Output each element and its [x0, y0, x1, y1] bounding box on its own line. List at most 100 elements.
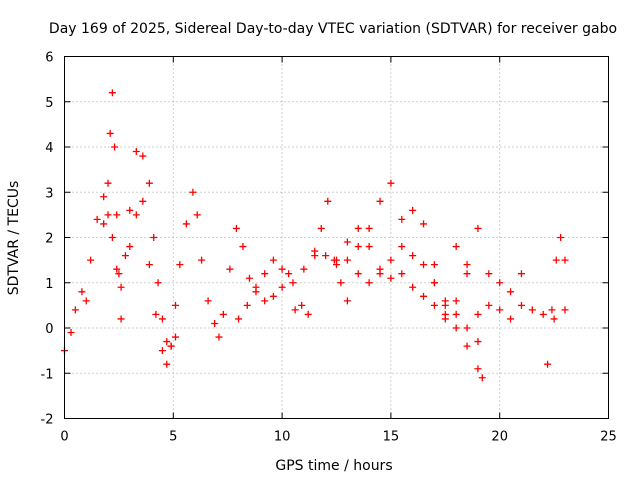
data-points — [61, 89, 569, 382]
data-point — [441, 301, 449, 309]
data-point — [398, 243, 406, 251]
data-point — [243, 301, 251, 309]
series-track-h — [430, 243, 569, 323]
data-point — [409, 206, 417, 214]
data-point — [158, 347, 166, 355]
data-point — [113, 265, 121, 273]
data-point — [507, 288, 515, 296]
data-point — [507, 315, 515, 323]
data-point — [171, 333, 179, 341]
data-point — [420, 220, 428, 228]
y-tick-label: 0 — [45, 322, 53, 337]
series-track-c — [126, 152, 179, 350]
data-point — [193, 211, 201, 219]
data-point — [182, 220, 190, 228]
data-point — [176, 261, 184, 269]
series-track-g — [354, 256, 486, 382]
series-track-b — [100, 89, 125, 323]
data-point — [528, 306, 536, 314]
data-point — [245, 274, 253, 282]
data-point — [387, 274, 395, 282]
data-point — [311, 247, 319, 255]
grid — [64, 56, 609, 419]
data-point — [409, 252, 417, 260]
data-point — [104, 179, 112, 187]
y-tick-label: 5 — [45, 96, 53, 111]
data-point — [235, 315, 243, 323]
data-point — [398, 270, 406, 278]
data-point — [333, 256, 340, 264]
data-point — [365, 224, 373, 232]
data-point — [278, 283, 286, 291]
data-point — [171, 301, 179, 309]
data-point — [474, 310, 482, 318]
data-point — [337, 279, 345, 287]
data-point — [100, 220, 108, 228]
x-tick-label: 25 — [600, 430, 617, 445]
data-point — [204, 297, 212, 305]
data-point — [111, 143, 119, 151]
data-point — [548, 306, 556, 314]
data-point — [298, 301, 306, 309]
data-point — [398, 215, 406, 223]
data-point — [544, 360, 552, 368]
data-point — [463, 261, 471, 269]
data-point — [167, 342, 175, 350]
data-point — [139, 197, 147, 205]
data-point — [365, 243, 373, 251]
data-point — [365, 279, 373, 287]
y-tick-labels: -2 -1 0 1 2 3 4 5 6 — [41, 51, 54, 428]
data-point — [474, 338, 482, 346]
data-point — [291, 306, 299, 314]
series-track-j — [544, 234, 569, 368]
data-point — [71, 306, 79, 314]
data-point — [387, 179, 395, 187]
data-point — [496, 306, 504, 314]
data-point — [343, 256, 351, 264]
data-point — [430, 279, 438, 287]
data-point — [409, 283, 417, 291]
y-tick-label: 6 — [45, 51, 53, 66]
data-point — [87, 256, 95, 264]
data-point — [452, 297, 460, 305]
data-point — [517, 270, 525, 278]
data-point — [150, 234, 158, 241]
data-point — [108, 89, 116, 97]
data-point — [550, 315, 558, 323]
data-point — [100, 193, 108, 201]
data-point — [261, 297, 269, 305]
data-point — [474, 365, 482, 373]
y-tick-label: -2 — [41, 413, 54, 428]
series-track-f — [333, 206, 438, 282]
data-point — [278, 265, 286, 273]
data-point — [139, 152, 147, 160]
data-point — [269, 292, 277, 300]
series-track-d — [235, 197, 351, 323]
data-point — [376, 270, 384, 278]
data-point — [441, 310, 449, 318]
x-axis-label: GPS time / hours — [275, 458, 392, 474]
data-point — [126, 206, 134, 214]
y-tick-label: 3 — [45, 186, 53, 201]
data-point — [239, 243, 247, 251]
data-point — [343, 238, 351, 246]
data-point — [285, 270, 293, 278]
x-tick-label: 0 — [60, 430, 68, 445]
data-point — [463, 324, 471, 332]
data-point — [211, 319, 219, 327]
data-point — [354, 270, 362, 278]
data-point — [163, 338, 171, 346]
data-point — [496, 279, 504, 287]
y-axis-label: SDTVAR / TECUs — [6, 181, 22, 296]
data-point — [452, 324, 460, 332]
data-point — [93, 215, 101, 223]
data-point — [387, 256, 395, 264]
data-point — [117, 283, 125, 291]
data-point — [117, 315, 125, 323]
data-point — [322, 252, 330, 260]
data-point — [561, 306, 569, 314]
data-point — [420, 261, 428, 269]
data-point — [115, 270, 123, 278]
x-tick-label: 10 — [274, 430, 291, 445]
data-point — [354, 243, 362, 251]
